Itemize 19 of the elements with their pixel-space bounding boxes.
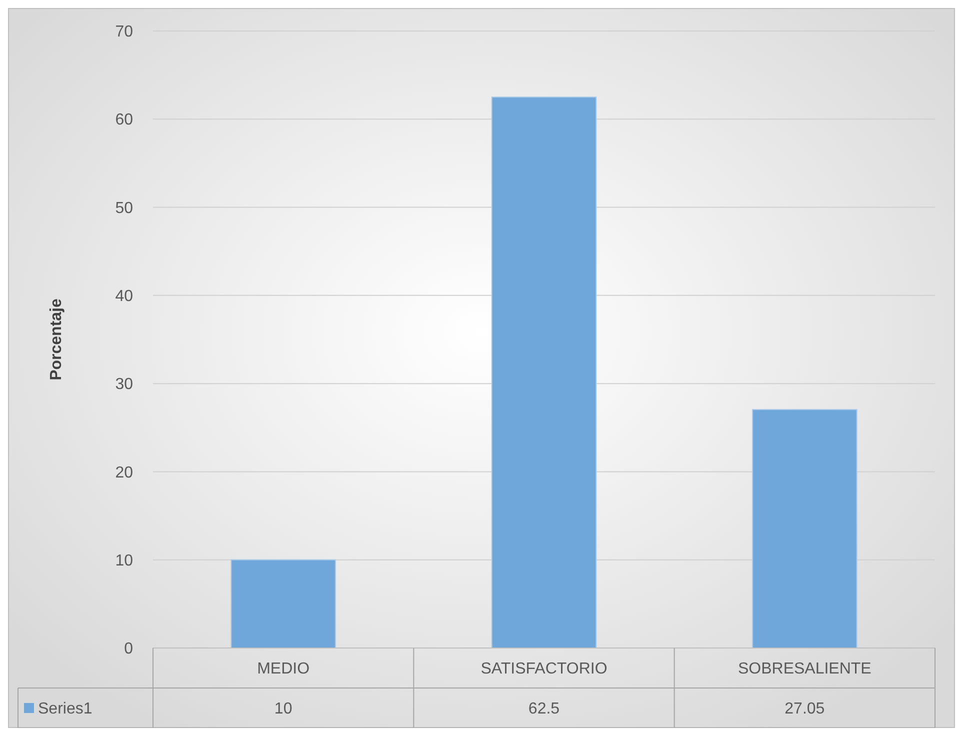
bar: [752, 409, 858, 648]
text: Series1: [38, 700, 92, 718]
x-tick-label: MEDIO: [257, 660, 310, 678]
y-tick-label: 40: [115, 288, 134, 306]
y-tick-label: 60: [115, 112, 134, 129]
y-tick-label: 50: [115, 200, 134, 217]
bar: [230, 559, 336, 648]
y-tick-label: 30: [115, 376, 134, 394]
y-tick-label: 10: [115, 552, 134, 570]
y-tick-label: 70: [115, 24, 134, 41]
bar: [491, 96, 597, 648]
x-tick-label: SATISFACTORIO: [480, 660, 608, 678]
y-axis-title: Porcentaje: [48, 298, 65, 380]
y-tick-label: 0: [124, 640, 134, 658]
x-tick-label: SOBRESALIENTE: [738, 660, 872, 678]
y-tick-label: 20: [115, 464, 134, 482]
data-label: 62.5: [528, 700, 560, 718]
data-label: 27.05: [784, 700, 825, 718]
data-label: 10: [274, 700, 292, 718]
